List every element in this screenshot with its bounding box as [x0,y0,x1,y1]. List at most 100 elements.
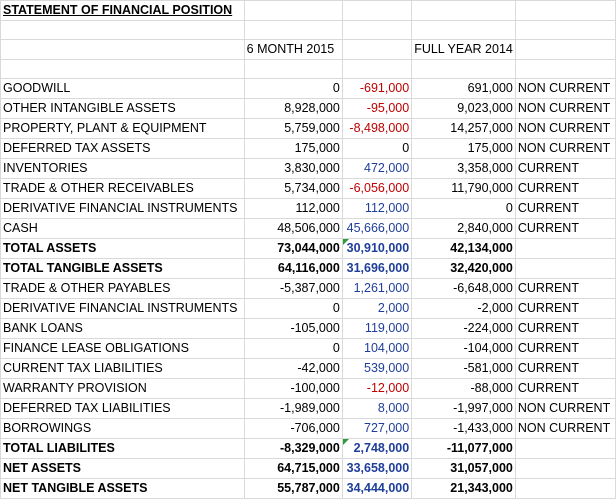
header-diff[interactable] [341,39,413,60]
value-difference[interactable]: -6,056,000 [341,178,413,199]
value-full-year-2014[interactable]: -88,000 [411,378,516,399]
row-label[interactable]: DERIVATIVE FINANCIAL INSTRUMENTS [0,198,245,219]
value-full-year-2014[interactable]: 11,790,000 [411,178,516,199]
value-6-month-2015[interactable]: 112,000 [243,198,343,219]
value-full-year-2014[interactable]: -11,077,000 [411,438,516,459]
row-label[interactable]: TRADE & OTHER PAYABLES [0,278,245,299]
value-6-month-2015[interactable]: 0 [243,338,343,359]
value-full-year-2014[interactable]: 32,420,000 [411,258,516,279]
cell[interactable] [341,20,413,40]
value-6-month-2015[interactable]: 8,928,000 [243,98,343,119]
value-difference[interactable]: 0 [341,138,413,159]
header-6-month-2015[interactable]: 6 MONTH 2015 [243,39,343,60]
row-label[interactable]: CASH [0,218,245,239]
row-label[interactable]: GOODWILL [0,78,245,99]
row-label[interactable]: OTHER INTANGIBLE ASSETS [0,98,245,119]
value-6-month-2015[interactable]: -100,000 [243,378,343,399]
classification[interactable]: CURRENT [514,298,616,319]
value-full-year-2014[interactable]: -104,000 [411,338,516,359]
value-full-year-2014[interactable]: 42,134,000 [411,238,516,259]
value-difference[interactable]: 30,910,000 [341,238,413,259]
value-6-month-2015[interactable]: 0 [243,78,343,99]
value-6-month-2015[interactable]: 3,830,000 [243,158,343,179]
cell[interactable] [514,0,616,21]
row-label[interactable]: PROPERTY, PLANT & EQUIPMENT [0,118,245,139]
row-label[interactable]: DEFERRED TAX ASSETS [0,138,245,159]
value-6-month-2015[interactable]: 55,787,000 [243,478,343,499]
value-difference[interactable]: 1,261,000 [341,278,413,299]
classification[interactable]: NON CURRENT [514,78,616,99]
classification[interactable]: CURRENT [514,318,616,339]
value-difference[interactable]: 2,000 [341,298,413,319]
value-6-month-2015[interactable]: 5,734,000 [243,178,343,199]
classification[interactable]: NON CURRENT [514,98,616,119]
value-full-year-2014[interactable]: 21,343,000 [411,478,516,499]
value-6-month-2015[interactable]: 48,506,000 [243,218,343,239]
cell[interactable] [411,20,516,40]
value-full-year-2014[interactable]: 3,358,000 [411,158,516,179]
row-label[interactable]: BANK LOANS [0,318,245,339]
cell[interactable] [341,59,413,79]
row-label[interactable]: INVENTORIES [0,158,245,179]
cell[interactable] [243,0,343,21]
value-full-year-2014[interactable]: -1,997,000 [411,398,516,419]
value-difference[interactable]: 472,000 [341,158,413,179]
classification[interactable] [514,478,616,499]
row-label[interactable]: NET TANGIBLE ASSETS [0,478,245,499]
value-full-year-2014[interactable]: 14,257,000 [411,118,516,139]
value-difference[interactable]: 34,444,000 [341,478,413,499]
value-6-month-2015[interactable]: 5,759,000 [243,118,343,139]
value-difference[interactable]: 8,000 [341,398,413,419]
value-difference[interactable]: 45,666,000 [341,218,413,239]
value-full-year-2014[interactable]: -1,433,000 [411,418,516,439]
value-difference[interactable]: 31,696,000 [341,258,413,279]
classification[interactable] [514,438,616,459]
row-label[interactable]: WARRANTY PROVISION [0,378,245,399]
cell[interactable] [0,20,245,40]
value-difference[interactable]: 119,000 [341,318,413,339]
classification[interactable]: NON CURRENT [514,398,616,419]
value-full-year-2014[interactable]: 175,000 [411,138,516,159]
value-6-month-2015[interactable]: 0 [243,298,343,319]
cell[interactable] [411,59,516,79]
sheet-title[interactable]: STATEMENT OF FINANCIAL POSITION [0,0,245,21]
classification[interactable]: NON CURRENT [514,418,616,439]
classification[interactable]: CURRENT [514,278,616,299]
classification[interactable] [514,458,616,479]
value-full-year-2014[interactable]: 691,000 [411,78,516,99]
value-difference[interactable]: 104,000 [341,338,413,359]
value-6-month-2015[interactable]: 64,116,000 [243,258,343,279]
value-6-month-2015[interactable]: -8,329,000 [243,438,343,459]
header-classification[interactable] [514,39,616,60]
classification[interactable]: NON CURRENT [514,118,616,139]
value-full-year-2014[interactable]: 0 [411,198,516,219]
row-label[interactable]: CURRENT TAX LIABILITIES [0,358,245,379]
classification[interactable]: CURRENT [514,378,616,399]
value-full-year-2014[interactable]: -6,648,000 [411,278,516,299]
value-full-year-2014[interactable]: -224,000 [411,318,516,339]
cell[interactable] [0,39,245,60]
classification[interactable]: CURRENT [514,178,616,199]
classification[interactable]: NON CURRENT [514,138,616,159]
classification[interactable] [514,238,616,259]
value-difference[interactable]: 33,658,000 [341,458,413,479]
value-6-month-2015[interactable]: 73,044,000 [243,238,343,259]
value-difference[interactable]: 2,748,000 [341,438,413,459]
value-6-month-2015[interactable]: -1,989,000 [243,398,343,419]
value-difference[interactable]: 112,000 [341,198,413,219]
value-full-year-2014[interactable]: -581,000 [411,358,516,379]
classification[interactable]: CURRENT [514,198,616,219]
cell[interactable] [514,59,616,79]
row-label[interactable]: NET ASSETS [0,458,245,479]
value-full-year-2014[interactable]: -2,000 [411,298,516,319]
header-full-year-2014[interactable]: FULL YEAR 2014 [411,39,516,60]
row-label[interactable]: DERIVATIVE FINANCIAL INSTRUMENTS [0,298,245,319]
cell[interactable] [0,59,245,79]
value-difference[interactable]: -12,000 [341,378,413,399]
classification[interactable]: CURRENT [514,338,616,359]
value-difference[interactable]: 727,000 [341,418,413,439]
value-difference[interactable]: -95,000 [341,98,413,119]
value-difference[interactable]: -691,000 [341,78,413,99]
value-6-month-2015[interactable]: 175,000 [243,138,343,159]
row-label[interactable]: TOTAL LIABILITES [0,438,245,459]
